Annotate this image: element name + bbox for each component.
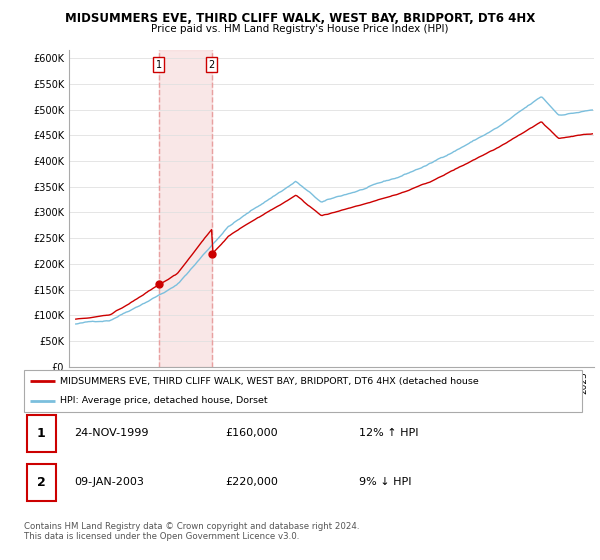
Bar — [159, 50, 212, 367]
Text: 2: 2 — [37, 475, 46, 489]
Text: 2: 2 — [209, 60, 215, 70]
Text: Price paid vs. HM Land Registry's House Price Index (HPI): Price paid vs. HM Land Registry's House … — [151, 24, 449, 34]
Text: 1: 1 — [155, 60, 162, 70]
Text: HPI: Average price, detached house, Dorset: HPI: Average price, detached house, Dors… — [60, 396, 268, 405]
Text: 12% ↑ HPI: 12% ↑ HPI — [359, 428, 418, 438]
Text: £160,000: £160,000 — [225, 428, 278, 438]
FancyBboxPatch shape — [27, 464, 56, 501]
Text: 9% ↓ HPI: 9% ↓ HPI — [359, 477, 412, 487]
Text: £220,000: £220,000 — [225, 477, 278, 487]
Text: 09-JAN-2003: 09-JAN-2003 — [74, 477, 144, 487]
Text: Contains HM Land Registry data © Crown copyright and database right 2024.
This d: Contains HM Land Registry data © Crown c… — [24, 522, 359, 542]
FancyBboxPatch shape — [24, 370, 582, 412]
Text: MIDSUMMERS EVE, THIRD CLIFF WALK, WEST BAY, BRIDPORT, DT6 4HX (detached house: MIDSUMMERS EVE, THIRD CLIFF WALK, WEST B… — [60, 377, 479, 386]
FancyBboxPatch shape — [27, 414, 56, 452]
Text: 24-NOV-1999: 24-NOV-1999 — [74, 428, 149, 438]
Text: MIDSUMMERS EVE, THIRD CLIFF WALK, WEST BAY, BRIDPORT, DT6 4HX: MIDSUMMERS EVE, THIRD CLIFF WALK, WEST B… — [65, 12, 535, 25]
Text: 1: 1 — [37, 427, 46, 440]
